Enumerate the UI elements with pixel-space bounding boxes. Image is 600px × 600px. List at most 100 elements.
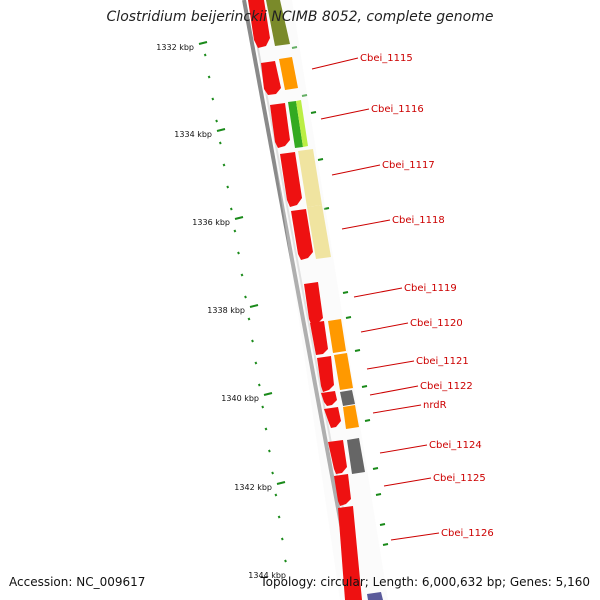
outer-tick	[323, 207, 330, 210]
ruler-minor-tick	[233, 229, 237, 233]
outer-tick	[375, 493, 382, 496]
ruler-minor-tick	[237, 251, 240, 255]
outer-tick	[317, 158, 324, 161]
cog-box	[328, 319, 346, 353]
cog-box	[367, 592, 383, 600]
cds-arrow	[280, 152, 302, 207]
gene-label[interactable]: Cbei_1119	[404, 283, 457, 294]
cog-box	[347, 438, 365, 474]
outer-tick	[382, 543, 389, 546]
gene-label[interactable]: Cbei_1116	[371, 104, 424, 115]
ruler-major-tick	[216, 128, 226, 132]
cog-track	[266, 0, 383, 600]
gene-label[interactable]: Cbei_1115	[360, 53, 413, 64]
ruler-label: 1344 kbp	[248, 571, 286, 580]
outer-tick	[379, 523, 386, 526]
outer-tick	[361, 385, 368, 388]
leader-line	[320, 108, 370, 120]
gene-label[interactable]: nrdR	[423, 400, 447, 411]
ruler-minor-tick	[277, 515, 281, 519]
outer-tick-dots	[291, 46, 389, 546]
ruler-minor-tick	[254, 361, 258, 365]
ruler-label: 1342 kbp	[234, 483, 272, 492]
cds-arrow	[317, 356, 334, 392]
ruler-major-tick	[249, 304, 259, 308]
leader-line	[353, 287, 403, 298]
topology-text: Topology: circular; Length: 6,000,632 bp…	[260, 575, 590, 589]
ruler-major-tick	[198, 41, 208, 45]
leader-line	[390, 532, 440, 541]
ruler-label: 1334 kbp	[174, 130, 212, 139]
ruler-minor-tick	[268, 449, 271, 453]
gene-label[interactable]: Cbei_1117	[382, 160, 435, 171]
gene-label[interactable]: Cbei_1118	[392, 215, 445, 226]
outer-tick	[301, 94, 308, 97]
cds-arrow	[304, 282, 323, 324]
leader-line	[372, 404, 422, 414]
ruler-minor-tick	[280, 537, 284, 541]
ruler-label: 1338 kbp	[207, 306, 245, 315]
outer-tick	[345, 316, 352, 319]
outer-tick	[291, 46, 298, 49]
outer-tick	[354, 349, 361, 352]
ruler-minor-tick	[215, 119, 218, 123]
outer-tick	[364, 419, 371, 422]
leader-line	[366, 360, 415, 370]
leader-line	[360, 322, 409, 333]
leader-line	[379, 444, 428, 454]
map-title: Clostridium beijerinckii NCIMB 8052, com…	[106, 9, 494, 25]
ruler-minor-tick	[211, 97, 215, 101]
gene-label[interactable]: Cbei_1124	[429, 440, 482, 451]
gene-label[interactable]: Cbei_1125	[433, 473, 486, 484]
outer-tick	[342, 291, 349, 294]
ruler-minor-tick	[271, 471, 274, 475]
leader-line	[369, 385, 419, 396]
cds-arrow	[338, 506, 362, 600]
cog-box	[266, 0, 290, 46]
gene-leader-lines	[311, 57, 440, 541]
ruler-major-tick	[276, 481, 286, 485]
ruler-minor-tick	[247, 317, 251, 321]
leader-line	[341, 219, 391, 230]
ruler-label: 1340 kbp	[221, 394, 259, 403]
ruler-minor-tick	[207, 75, 211, 79]
leader-line	[383, 477, 432, 487]
cog-box	[340, 390, 355, 406]
outer-tick	[310, 111, 317, 114]
cds-arrow	[324, 407, 341, 428]
cog-box	[288, 101, 303, 148]
ruler-minor-tick	[240, 273, 244, 277]
gene-label[interactable]: Cbei_1120	[410, 318, 463, 329]
ruler-minor-tick	[229, 207, 233, 211]
ruler-minor-tick	[244, 295, 247, 299]
ruler-minor-tick	[264, 427, 268, 431]
gene-label[interactable]: Cbei_1122	[420, 381, 473, 392]
outer-tick	[372, 467, 379, 470]
gene-label[interactable]: Cbei_1121	[416, 356, 469, 367]
ruler-major-tick	[234, 216, 244, 220]
ruler-minor-tick	[251, 339, 254, 343]
cog-box	[298, 149, 322, 207]
cds-arrow	[291, 209, 313, 260]
gene-label[interactable]: Cbei_1126	[441, 528, 494, 539]
ruler: 1332 kbp 1334 kbp 1336 kbp 1338 kbp 1340…	[156, 41, 286, 580]
cds-arrow	[321, 391, 337, 406]
cog-box	[296, 100, 308, 147]
cds-arrow	[248, 0, 270, 48]
cog-box	[279, 57, 298, 90]
ruler-major-tick	[263, 392, 273, 396]
ruler-minor-tick	[226, 185, 230, 189]
cds-arrow	[328, 440, 347, 474]
cog-box	[307, 205, 331, 259]
cds-arrow	[310, 321, 328, 355]
ruler-minor-tick	[284, 559, 287, 563]
cog-box	[334, 353, 353, 390]
cds-arrow	[270, 103, 290, 148]
ruler-label: 1332 kbp	[156, 43, 194, 52]
accession-text: Accession: NC_009617	[9, 575, 146, 589]
ruler-minor-tick	[261, 405, 265, 409]
ruler-minor-tick	[222, 163, 226, 167]
ruler-minor-tick	[257, 383, 261, 387]
ruler-label: 1336 kbp	[192, 218, 230, 227]
